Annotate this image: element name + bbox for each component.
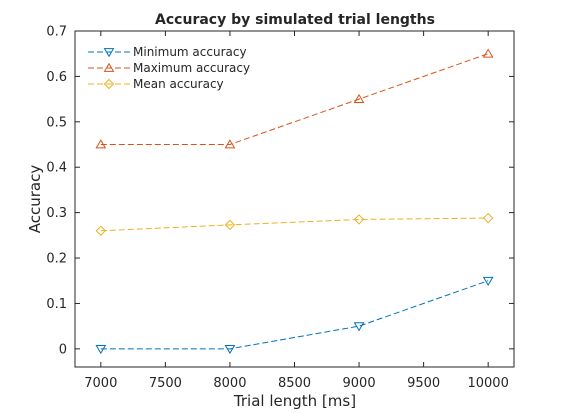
series-line (100, 217, 489, 232)
legend-label: Minimum accuracy (133, 45, 247, 59)
series-layer (95, 48, 494, 355)
data-point (224, 219, 236, 231)
series-2 (95, 212, 494, 236)
y-tick-label: 0.1 (46, 297, 67, 312)
series-0 (95, 276, 494, 355)
legend-marker (103, 62, 115, 72)
data-point (482, 212, 494, 224)
data-point (224, 344, 236, 355)
series-1 (95, 48, 494, 149)
legend-label: Maximum accuracy (133, 61, 250, 75)
data-point (353, 214, 365, 225)
data-point (95, 139, 107, 149)
legend-marker (103, 48, 115, 58)
legend-entry-2: Mean accuracy (88, 77, 224, 91)
x-tick-label: 9000 (343, 376, 376, 391)
y-tick-label: 0.5 (46, 115, 67, 130)
legend: Minimum accuracy Maximum accuracy Mean acc… (88, 45, 250, 91)
series-line (100, 280, 489, 350)
data-point (95, 344, 107, 355)
data-point (353, 322, 365, 332)
chart-title: Accuracy by simulated trial lengths (155, 12, 435, 28)
legend-label: Mean accuracy (133, 77, 224, 91)
y-tick-label: 0.3 (46, 206, 67, 221)
x-tick-label: 8000 (213, 376, 246, 391)
x-tick-label: 10000 (467, 376, 508, 391)
x-tick-label: 7000 (84, 376, 117, 391)
y-tick-label: 0.4 (46, 161, 67, 176)
data-point (482, 48, 494, 58)
axes-layer: 7000 7500 8000 8500 9000 9500 10000 0 0.1 0.2 0.3 0… (46, 25, 514, 391)
legend-entry-0: Minimum accuracy (88, 45, 247, 59)
legend-marker (103, 78, 115, 90)
x-axis-label: Trial length [ms] (233, 392, 356, 410)
data-point (482, 276, 494, 286)
data-point (95, 225, 107, 236)
y-axis-label: Accuracy (26, 165, 44, 234)
x-tick-label: 7500 (149, 376, 182, 391)
x-tick-label: 8500 (278, 376, 311, 391)
series-line (100, 53, 489, 146)
y-tick-label: 0 (59, 342, 67, 357)
y-tick-label: 0.2 (46, 252, 67, 267)
y-tick-label: 0.7 (46, 25, 67, 40)
data-point (353, 93, 365, 103)
x-tick-label: 9500 (407, 376, 440, 391)
y-tick-label: 0.6 (46, 70, 67, 85)
data-point (224, 139, 236, 149)
legend-entry-1: Maximum accuracy (88, 61, 250, 75)
